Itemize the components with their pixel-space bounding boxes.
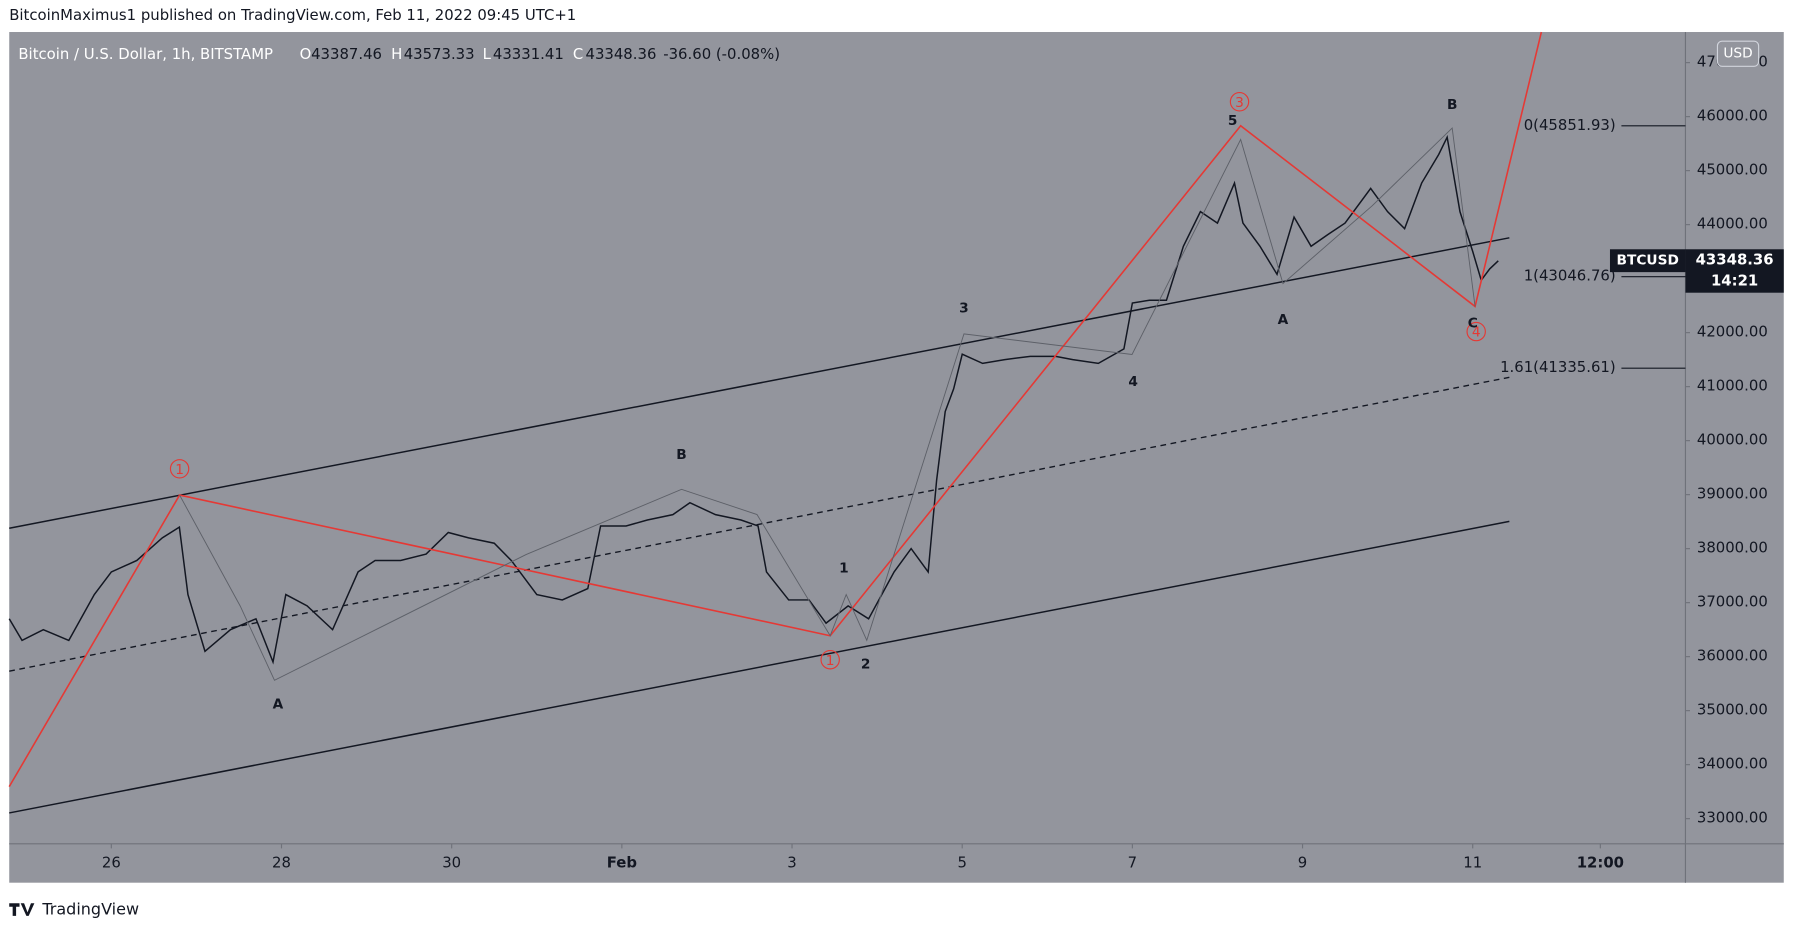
ohlc-change: -36.60 (-0.08%) <box>663 45 780 63</box>
ohlc-label: L <box>483 45 492 63</box>
y-tick-label: 34000.00 <box>1697 755 1768 773</box>
wave-label: A <box>1278 312 1289 328</box>
fib-label: 1.61(41335.61) <box>1500 358 1616 376</box>
channel-lower <box>9 520 1510 814</box>
currency-label[interactable]: USD <box>1723 46 1752 62</box>
x-tick-label: 5 <box>957 853 966 871</box>
wave-label: C <box>1468 316 1478 332</box>
sub-wave <box>179 127 1476 681</box>
x-tick-label: 9 <box>1298 853 1307 871</box>
x-tick-label: 12:00 <box>1577 853 1624 871</box>
legend: Bitcoin / U.S. Dollar, 1h, BITSTAMP O 43… <box>18 45 780 63</box>
ohlc-label: O <box>300 45 312 63</box>
wave-label: B <box>1447 97 1457 113</box>
y-tick-label: 39000.00 <box>1697 485 1768 503</box>
y-tick-label: 45000.00 <box>1697 161 1768 179</box>
wave-circle <box>1466 321 1486 342</box>
y-tick-label: 36000.00 <box>1697 647 1768 665</box>
fib-label: 1(43046.76) <box>1524 267 1616 285</box>
wave-label: 4 <box>1472 325 1481 341</box>
y-tick-label: 40000.00 <box>1697 431 1768 449</box>
wave-label: 2 <box>861 656 871 672</box>
wave-circle <box>820 650 840 670</box>
y-tick-label: 33000.00 <box>1697 809 1768 827</box>
y-tick-label: 41000.00 <box>1697 377 1768 395</box>
chart-panel <box>9 32 1784 883</box>
price-tag <box>1685 249 1784 293</box>
ohlc-value: 43331.41 <box>493 45 564 63</box>
price-axis: 33000.00 34000.00 35000.00 36000.00 37000.00… <box>1685 53 1768 827</box>
wave-label: B <box>676 447 686 463</box>
channel-upper <box>9 237 1510 529</box>
wave-circle <box>1229 92 1250 112</box>
y-tick-label: 44000.00 <box>1697 215 1768 233</box>
x-tick-label: 30 <box>442 853 461 871</box>
y-tick-label: 38000.00 <box>1697 539 1768 557</box>
price-tag-value: 43348.36 <box>1696 251 1774 269</box>
x-tick-label: 28 <box>272 853 291 871</box>
y-tick-label: 46000.00 <box>1697 107 1768 125</box>
drawings: 0(45851.93) 1(43046.76) 1.61(41335.61) 1… <box>8 31 1686 814</box>
ohlc-label: H <box>391 45 402 63</box>
wave-label: 3 <box>959 301 969 317</box>
wave-label: A <box>273 696 284 712</box>
x-tick-label: 26 <box>102 853 121 871</box>
wave-label: 5 <box>1228 113 1238 129</box>
main-wave <box>8 31 1543 788</box>
plot <box>8 134 1499 665</box>
wave-label: 1 <box>175 462 184 478</box>
channel-middle <box>9 376 1510 672</box>
ohlc-label: C <box>573 45 583 63</box>
time-axis: 26 28 30 Feb 3 5 7 9 11 12:00 <box>102 843 1624 871</box>
x-tick-label: 7 <box>1128 853 1137 871</box>
y-tick-label: 42000.00 <box>1697 323 1768 341</box>
byline: BitcoinMaximus1 published on TradingView… <box>9 6 576 24</box>
currency-button[interactable] <box>1716 40 1760 67</box>
ohlc-value: 43573.33 <box>404 45 475 63</box>
brand-logo <box>9 903 35 916</box>
wave-label: 1 <box>826 653 835 669</box>
wave-label: 3 <box>1235 95 1244 111</box>
wave-label: 1 <box>839 560 849 576</box>
price-line <box>8 134 1499 665</box>
x-tick-label: Feb <box>607 853 637 871</box>
ohlc-value: 43348.36 <box>585 45 656 63</box>
brand: TradingView <box>41 900 139 919</box>
fib-label: 0(45851.93) <box>1524 116 1616 134</box>
symbol-title: Bitcoin / U.S. Dollar, 1h, BITSTAMP <box>18 45 273 63</box>
wave-circle <box>169 459 190 479</box>
ohlc-value: 43387.46 <box>311 45 382 63</box>
symbol-tag-label: BTCUSD <box>1617 253 1679 269</box>
y-tick-label: 35000.00 <box>1697 701 1768 719</box>
x-tick-label: 3 <box>787 853 796 871</box>
wave-label: 4 <box>1128 374 1138 390</box>
price-tag-countdown: 14:21 <box>1711 271 1758 289</box>
symbol-tag <box>1609 249 1686 273</box>
y-tick-label: 37000.00 <box>1697 593 1768 611</box>
x-tick-label: 11 <box>1463 853 1482 871</box>
